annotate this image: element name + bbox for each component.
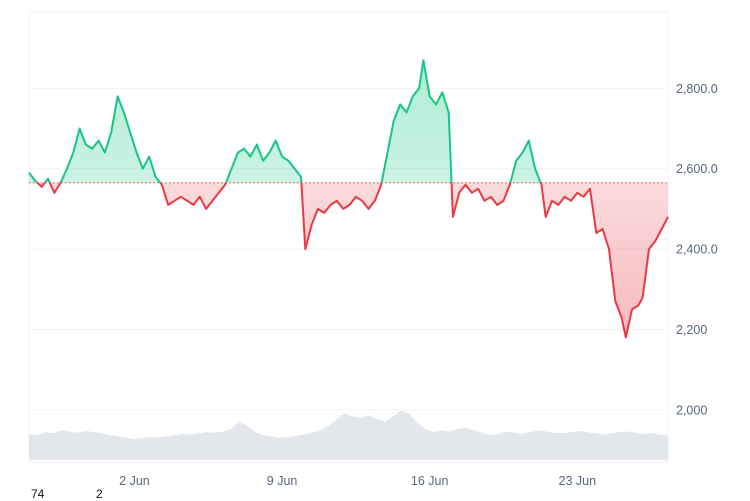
- footer-value-a: 74: [31, 487, 45, 501]
- price-line-up: [28, 59, 542, 183]
- footer-value-b: 2: [96, 487, 103, 501]
- area-below-baseline: [29, 182, 668, 338]
- y-tick-label: 2,600.0: [676, 162, 718, 176]
- price-fill-areas: [29, 60, 668, 338]
- area-above-baseline: [29, 60, 541, 183]
- plot-frame: [28, 11, 669, 463]
- x-tick-label: 16 Jun: [411, 474, 449, 488]
- price-lines: [28, 59, 669, 339]
- x-tick-label: 23 Jun: [559, 474, 597, 488]
- x-tick-label: 9 Jun: [267, 474, 298, 488]
- grid-lines: [29, 87, 668, 411]
- y-axis-ticks: 2,000 2,200 2,400.0 2,600.0 2,800.0: [676, 82, 718, 417]
- price-line-down: [35, 182, 669, 339]
- y-tick-label: 2,400.0: [676, 243, 718, 257]
- volume-area: [29, 410, 668, 460]
- x-axis-ticks: 2 Jun 9 Jun 16 Jun 23 Jun: [119, 474, 596, 488]
- volume-shape: [29, 410, 668, 460]
- y-tick-label: 2,200: [676, 323, 707, 337]
- x-tick-label: 2 Jun: [119, 474, 150, 488]
- y-tick-label: 2,000: [676, 403, 707, 417]
- y-tick-label: 2,800.0: [676, 82, 718, 96]
